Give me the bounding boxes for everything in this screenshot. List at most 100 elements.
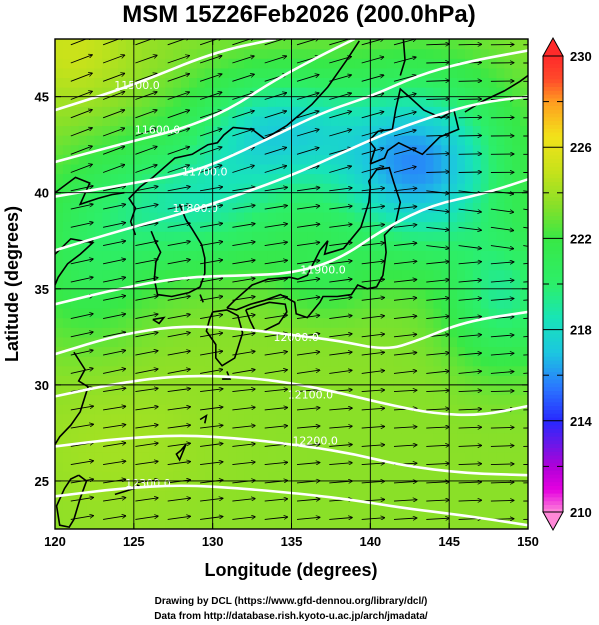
shading-cell xyxy=(236,211,245,223)
shading-cell xyxy=(228,519,237,529)
wind-arrow xyxy=(361,426,385,428)
shading-cell xyxy=(378,58,387,69)
wind-arrow xyxy=(232,407,255,411)
shading-cell xyxy=(496,221,505,232)
shading-cell xyxy=(252,509,261,520)
shading-cell xyxy=(378,144,387,155)
shading-cell xyxy=(157,125,166,136)
shading-cell xyxy=(488,144,498,155)
shading-cell xyxy=(362,346,371,357)
shading-cell xyxy=(504,461,513,472)
wind-arrow xyxy=(167,92,190,100)
shading-cell xyxy=(267,259,277,271)
shading-cell xyxy=(259,346,269,357)
colorbar-segment xyxy=(543,192,563,198)
wind-arrow xyxy=(200,333,223,338)
shading-cell xyxy=(291,221,300,232)
shading-cell xyxy=(94,298,103,309)
shading-cell xyxy=(323,327,332,338)
shading-cell xyxy=(204,288,214,300)
shading-cell xyxy=(449,231,458,242)
shading-cell xyxy=(449,365,458,376)
shading-cell xyxy=(401,480,411,492)
shading-cell xyxy=(362,269,371,280)
shading-cell xyxy=(346,163,356,175)
wind-arrow xyxy=(393,75,416,82)
wind-arrow xyxy=(70,277,93,283)
wind-arrow xyxy=(296,352,320,356)
x-tick-label: 150 xyxy=(517,534,539,549)
shading-cell xyxy=(457,375,466,386)
wind-arrow xyxy=(135,461,158,466)
shading-cell xyxy=(449,384,458,396)
shading-cell xyxy=(417,221,427,232)
shading-cell xyxy=(512,471,521,482)
shading-cell xyxy=(244,48,253,59)
shading-cell xyxy=(346,413,356,424)
shading-cell xyxy=(330,384,340,396)
shading-cell xyxy=(157,96,166,107)
shading-cell xyxy=(102,135,111,146)
shading-cell xyxy=(393,519,403,529)
shading-cell xyxy=(125,298,135,309)
wind-arrow xyxy=(426,99,449,100)
wind-arrow xyxy=(393,334,417,338)
shading-cell xyxy=(464,163,474,175)
shading-cell xyxy=(330,87,340,98)
colorbar-segment xyxy=(543,462,563,467)
shading-cell xyxy=(291,163,300,175)
shading-cell xyxy=(110,490,119,501)
shading-cell xyxy=(149,269,159,280)
shading-cell xyxy=(94,269,103,280)
shading-cell xyxy=(338,240,348,251)
shading-cell xyxy=(70,490,80,501)
shading-cell xyxy=(362,327,371,338)
shading-cell xyxy=(393,154,403,165)
shading-cell xyxy=(55,452,64,463)
shading-cell xyxy=(228,490,237,501)
shading-cell xyxy=(157,375,166,386)
shading-cell xyxy=(417,490,427,501)
shading-cell xyxy=(425,39,434,50)
shading-cell xyxy=(520,384,528,396)
shading-cell xyxy=(307,404,316,415)
shading-cell xyxy=(259,384,269,396)
shading-cell xyxy=(354,327,364,338)
shading-cell xyxy=(464,173,474,184)
shading-cell xyxy=(512,250,521,261)
shading-cell xyxy=(189,365,198,376)
shading-cell xyxy=(441,423,450,434)
shading-cell xyxy=(480,240,490,251)
shading-cell xyxy=(204,77,214,88)
wind-arrow xyxy=(490,280,514,282)
shading-cell xyxy=(354,317,364,328)
shading-cell xyxy=(457,442,466,453)
wind-arrow xyxy=(523,245,528,247)
shading-cell xyxy=(220,231,230,242)
shading-cell xyxy=(70,327,80,338)
shading-cell xyxy=(173,87,182,98)
shading-cell xyxy=(228,87,237,98)
shading-cell xyxy=(55,87,64,98)
shading-cell xyxy=(472,240,482,251)
shading-cell xyxy=(464,327,474,338)
shading-cell xyxy=(464,442,474,453)
shading-cell xyxy=(330,519,340,529)
shading-cell xyxy=(441,509,450,520)
shading-cell xyxy=(118,163,127,175)
shading-cell xyxy=(236,519,245,529)
shading-cell xyxy=(110,356,119,367)
shading-cell xyxy=(370,432,379,444)
shading-cell xyxy=(393,269,403,280)
shading-cell xyxy=(504,96,513,107)
shading-cell xyxy=(464,106,474,117)
wind-arrow xyxy=(167,516,191,520)
shading-cell xyxy=(386,202,395,213)
shading-cell xyxy=(425,279,434,290)
colorbar-segment xyxy=(543,306,563,312)
shading-cell xyxy=(386,404,395,415)
wind-arrow xyxy=(70,259,93,265)
shading-cell xyxy=(94,346,103,357)
shading-cell xyxy=(267,308,277,319)
wind-arrow xyxy=(167,110,190,119)
